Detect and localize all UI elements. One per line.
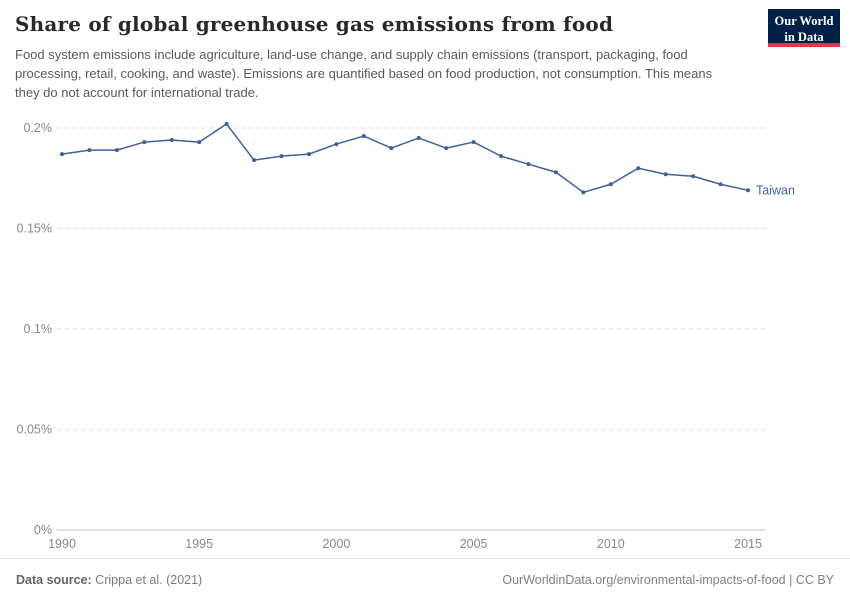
data-point — [334, 142, 339, 147]
data-point — [718, 182, 723, 187]
y-tick-label: 0.1% — [24, 322, 53, 336]
data-point — [499, 154, 504, 159]
data-point — [60, 152, 64, 157]
data-point — [306, 152, 311, 157]
chart-footer: Data source: Crippa et al. (2021) OurWor… — [0, 558, 850, 600]
y-tick-label: 0% — [34, 523, 52, 537]
owid-logo[interactable]: Our World in Data — [768, 9, 840, 47]
data-point — [608, 182, 613, 187]
y-tick-label: 0.15% — [17, 222, 52, 236]
y-tick-label: 0.05% — [17, 423, 52, 437]
data-point — [279, 154, 284, 159]
data-point — [389, 146, 394, 151]
x-tick-label: 2000 — [322, 537, 350, 551]
data-point — [471, 140, 476, 145]
chart-title: Share of global greenhouse gas emissions… — [15, 12, 614, 36]
data-point — [663, 172, 668, 177]
data-source-label: Data source: — [16, 572, 92, 587]
owid-logo-line1: Our World — [774, 14, 834, 28]
data-point — [416, 136, 421, 141]
data-point — [526, 162, 531, 167]
chart-subtitle: Food system emissions include agricultur… — [15, 47, 713, 100]
data-point — [444, 146, 449, 151]
owid-logo-accent — [768, 43, 840, 47]
data-point — [87, 148, 92, 153]
data-point — [746, 188, 750, 193]
x-tick-label: 2015 — [734, 537, 762, 551]
x-tick-label: 1990 — [48, 537, 76, 551]
y-tick-label: 0.2% — [24, 121, 53, 135]
data-source: Data source: Crippa et al. (2021) — [16, 573, 202, 587]
data-point — [197, 140, 202, 145]
x-tick-label: 2010 — [597, 537, 625, 551]
data-point — [581, 190, 586, 195]
x-tick-label: 2005 — [460, 537, 488, 551]
data-point — [553, 170, 558, 175]
data-point — [114, 148, 119, 153]
x-tick-label: 1995 — [185, 537, 213, 551]
owid-logo-line2: in Data — [784, 30, 824, 45]
credit-link[interactable]: OurWorldinData.org/environmental-impacts… — [502, 572, 834, 587]
data-point — [252, 158, 257, 163]
data-point — [142, 140, 147, 145]
series-label: Taiwan — [756, 183, 795, 197]
data-point — [361, 134, 366, 139]
data-point — [224, 121, 229, 126]
data-point — [636, 166, 641, 171]
data-point — [691, 174, 696, 179]
data-point — [169, 138, 174, 143]
data-line — [61, 123, 749, 194]
data-source-value: Crippa et al. (2021) — [95, 572, 203, 587]
chart-header: Share of global greenhouse gas emissions… — [15, 12, 760, 103]
